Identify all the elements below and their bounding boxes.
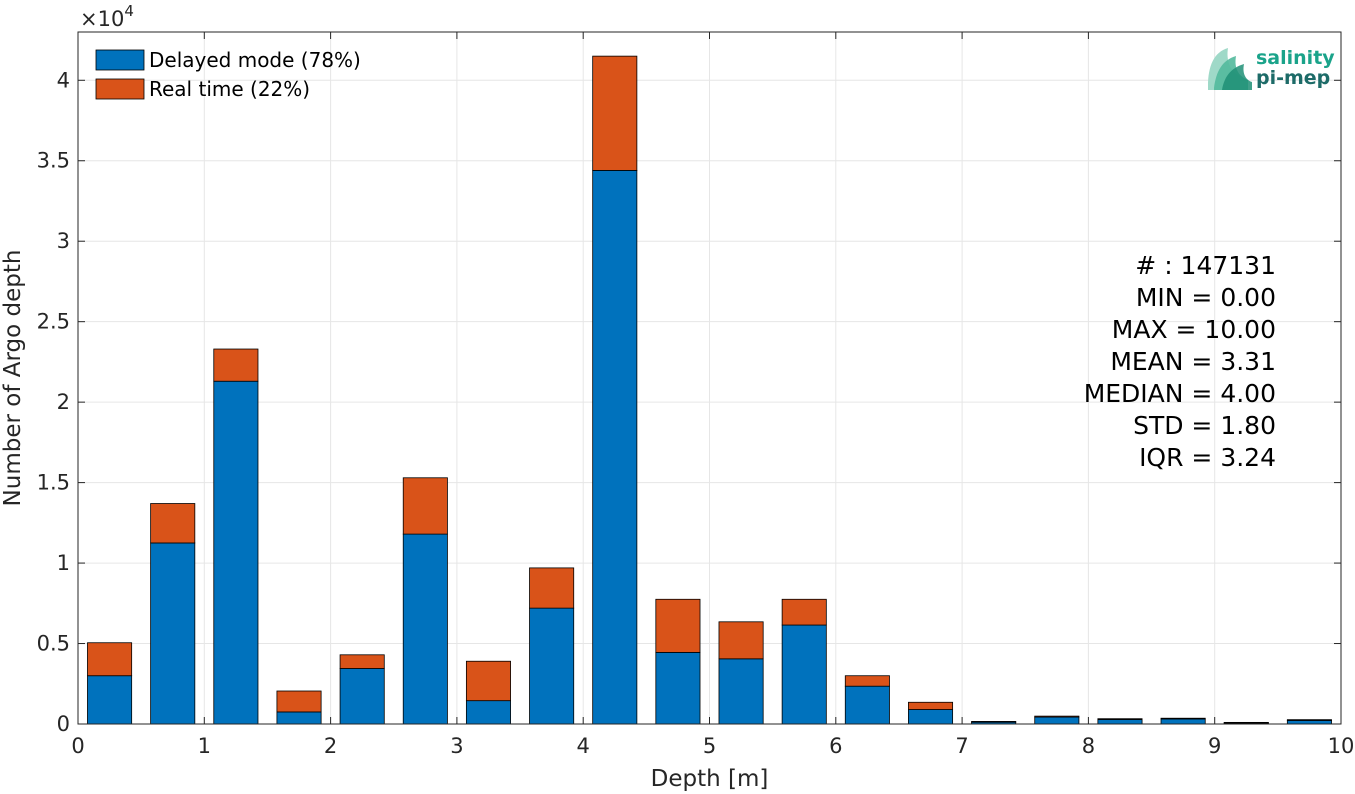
bar-real-time	[213, 348, 259, 382]
bar-real-time	[339, 654, 385, 669]
y-tick-label: 4	[57, 68, 70, 92]
y-tick-label: 1.5	[37, 471, 70, 495]
bar-real-time	[971, 721, 1017, 723]
bar-delayed-mode	[592, 169, 638, 725]
bar-real-time	[1160, 717, 1206, 720]
bar-delayed-mode	[718, 658, 764, 725]
bar-real-time	[592, 55, 638, 171]
bar-real-time	[465, 660, 511, 702]
bar-delayed-mode	[402, 533, 448, 725]
bar-delayed-mode	[339, 668, 385, 725]
bar-real-time	[844, 675, 890, 687]
legend: Delayed mode (78%) Real time (22%)	[95, 48, 361, 101]
y-tick-label: 3	[57, 229, 70, 253]
x-tick-label: 4	[577, 734, 590, 758]
bar-real-time	[150, 503, 196, 544]
bar-delayed-mode	[781, 624, 827, 725]
bar-delayed-mode	[1286, 720, 1332, 725]
bar-delayed-mode	[908, 709, 954, 725]
y-tick-label: 3.5	[37, 149, 70, 173]
x-axis-label: Depth [m]	[651, 766, 769, 792]
stats-line: MEAN = 3.31	[1110, 347, 1276, 376]
legend-label: Delayed mode (78%)	[149, 48, 361, 72]
y-tick-label: 2	[57, 390, 70, 414]
x-tick-label: 1	[198, 734, 211, 758]
bar-delayed-mode	[276, 711, 322, 725]
y-tick-label: 0.5	[37, 632, 70, 656]
stats-line: MIN = 0.00	[1136, 283, 1276, 312]
bar-real-time	[1097, 718, 1143, 720]
x-tick-label: 9	[1208, 734, 1221, 758]
bar-real-time	[87, 642, 133, 677]
legend-swatch	[95, 49, 145, 71]
bar-real-time	[1286, 719, 1332, 721]
y-tick-label: 2.5	[37, 310, 70, 334]
stats-box: # : 147131 MIN = 0.00 MAX = 10.00 MEAN = 3.…	[1084, 251, 1276, 472]
bar-delayed-mode	[1097, 719, 1143, 725]
bar-real-time	[276, 690, 322, 713]
stats-line: MEDIAN = 4.00	[1084, 379, 1276, 408]
stats-line: MAX = 10.00	[1112, 315, 1276, 344]
logo-line1: salinity	[1256, 47, 1335, 69]
bar-delayed-mode	[1160, 718, 1206, 725]
bar-real-time	[781, 598, 827, 626]
x-tick-label: 7	[955, 734, 968, 758]
y-exponent-power: 4	[124, 2, 134, 20]
bar-delayed-mode	[1034, 716, 1080, 725]
x-tick-label: 0	[71, 734, 84, 758]
stats-line: IQR = 3.24	[1139, 443, 1276, 472]
y-exponent-label: ×104	[80, 2, 134, 31]
bars-group	[87, 55, 1332, 725]
y-tick-label: 0	[57, 712, 70, 736]
bar-delayed-mode	[213, 380, 259, 725]
bar-delayed-mode	[465, 700, 511, 725]
bar-real-time	[529, 567, 575, 609]
stats-line: # : 147131	[1135, 251, 1276, 280]
x-tick-label: 10	[1328, 734, 1355, 758]
bar-real-time	[718, 621, 764, 660]
y-axis-label: Number of Argo depth	[0, 250, 26, 507]
y-tick-label: 1	[57, 551, 70, 575]
bar-delayed-mode	[844, 685, 890, 725]
axis-ticks: 0 1 2 3 4 5 6 7 8 9 10 0 0.5 1 1.5 2 2.5 3 3.5 4	[37, 32, 1355, 758]
stats-line: STD = 1.80	[1133, 411, 1276, 440]
bar-real-time	[1223, 721, 1269, 724]
bar-delayed-mode	[150, 542, 196, 725]
bar-real-time	[402, 477, 448, 535]
legend-swatch	[95, 78, 145, 100]
bar-real-time	[655, 598, 701, 653]
logo-line2: pi-mep	[1256, 67, 1330, 89]
logo-wave-icon	[1208, 48, 1252, 90]
x-tick-label: 2	[324, 734, 337, 758]
salinity-pimep-logo: salinity pi-mep	[1208, 47, 1335, 90]
y-exponent-base: ×10	[80, 7, 124, 31]
bar-real-time	[1034, 715, 1080, 718]
bar-delayed-mode	[87, 675, 133, 725]
x-tick-label: 8	[1082, 734, 1095, 758]
bar-delayed-mode	[529, 607, 575, 725]
x-tick-label: 6	[829, 734, 842, 758]
bar-delayed-mode	[655, 651, 701, 725]
x-tick-label: 3	[450, 734, 463, 758]
bar-real-time	[908, 701, 954, 710]
legend-label: Real time (22%)	[149, 77, 310, 101]
x-tick-label: 5	[703, 734, 716, 758]
